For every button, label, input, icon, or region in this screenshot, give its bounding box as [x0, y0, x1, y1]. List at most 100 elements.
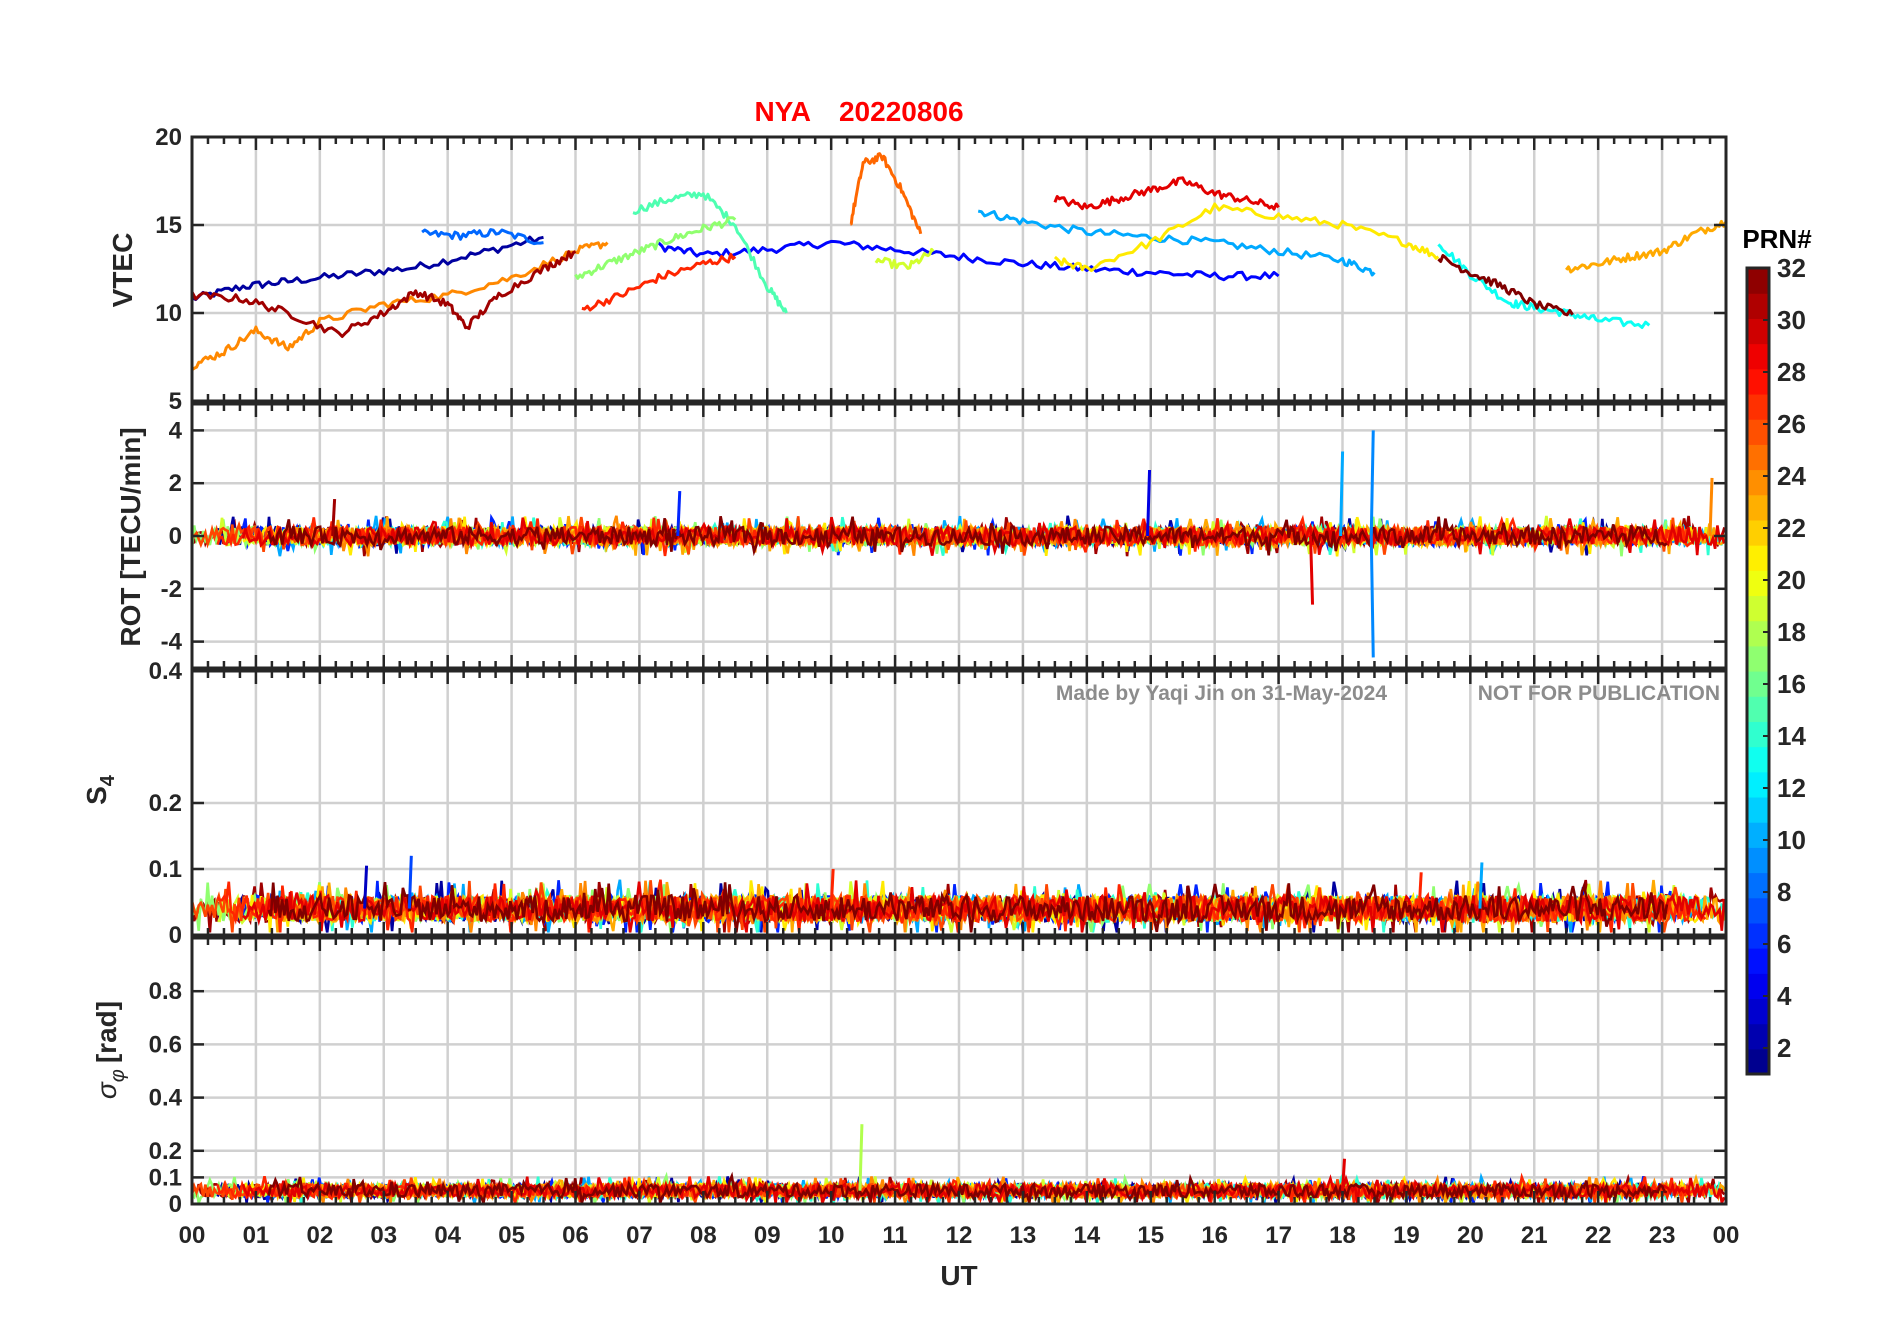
x-tick-label: 00 [179, 1222, 206, 1249]
colorbar-band [1747, 318, 1769, 345]
colorbar-band [1747, 771, 1769, 798]
colorbar-band [1747, 973, 1769, 1000]
vtec-ytick-label: 5 [169, 388, 182, 415]
colorbar-band [1747, 696, 1769, 722]
vtec-series-prn-24 [192, 241, 609, 371]
vtec-series-prn-2 [192, 235, 544, 302]
x-tick-label: 13 [1010, 1222, 1037, 1249]
colorbar-tick-label: 10 [1777, 825, 1806, 855]
rot-spike-prn-29 [1309, 535, 1315, 605]
rot-ytick-label: 0 [169, 523, 182, 550]
colorbar-tick-label: 20 [1777, 565, 1806, 595]
colorbar-tick-label: 12 [1777, 773, 1806, 803]
sigmaphi-spike-prn-29 [1341, 1158, 1346, 1191]
colorbar-band [1747, 519, 1769, 546]
rot-ytick-label: -2 [161, 576, 182, 603]
vtec-ylabel: VTEC [107, 233, 138, 308]
sigmaphi-ylabel: σφ[rad] [91, 1001, 129, 1099]
x-tick-label: 15 [1137, 1222, 1164, 1249]
x-tick-label: 10 [818, 1222, 845, 1249]
vtec-series-prn-27 [581, 252, 737, 312]
colorbar-tick-label: 24 [1777, 461, 1806, 491]
colorbar-gradient [1745, 266, 1771, 1076]
colorbar-band [1747, 671, 1769, 697]
colorbar-band [1747, 948, 1769, 974]
x-tick-label: 21 [1521, 1222, 1548, 1249]
vtec-series-prn-21 [1053, 202, 1440, 273]
x-tick-label: 22 [1585, 1222, 1612, 1249]
vtec-series-prn-13 [1437, 243, 1651, 329]
colorbar-frame [1745, 266, 1771, 1076]
s4-spike-prn-10 [1478, 862, 1484, 909]
x-tick-label: 06 [562, 1222, 589, 1249]
sigmaphi-series [192, 1124, 1726, 1204]
colorbar-band [1747, 444, 1769, 471]
colorbar-band [1747, 268, 1769, 294]
x-tick-label: 01 [243, 1222, 270, 1249]
x-tick-label: 11 [882, 1222, 907, 1249]
colorbar-band [1747, 620, 1769, 647]
x-tick-label: 02 [306, 1222, 333, 1249]
title-station: NYA [754, 96, 811, 127]
watermark-author: Made by Yaqi Jin on 31-May-2024 [1056, 682, 1387, 705]
colorbar-tick-label: 22 [1777, 513, 1806, 543]
sigmaphi-ytick-label: 0.2 [149, 1138, 182, 1165]
colorbar-tick-label: 26 [1777, 409, 1806, 439]
rot-ytick-label: 2 [169, 470, 182, 497]
colorbar-band [1747, 796, 1769, 823]
s4-ytick-label: 0.4 [149, 658, 183, 685]
colorbar-band [1747, 746, 1769, 773]
x-tick-label: 19 [1393, 1222, 1420, 1249]
colorbar-band [1747, 494, 1769, 521]
x-tick-label: 04 [434, 1222, 461, 1249]
colorbar-band [1747, 847, 1769, 874]
x-tick-label: 12 [946, 1222, 973, 1249]
watermark-notice: NOT FOR PUBLICATION [1478, 682, 1720, 705]
x-tick-label: 14 [1073, 1222, 1100, 1249]
rot-ylabel: ROT [TECU/min] [115, 427, 146, 646]
vtec-series-prn-31 [192, 250, 577, 338]
rot-series-prn-32 [267, 515, 1668, 557]
x-tick-label: 07 [626, 1222, 653, 1249]
x-tick-label: 20 [1457, 1222, 1484, 1249]
rot-spike-prn-10 [1339, 451, 1345, 537]
rot-spike-prn-24 [1708, 477, 1714, 537]
colorbar-band [1747, 393, 1769, 420]
colorbar-band [1747, 595, 1769, 622]
s4-axes: 0 0.1 0.2 0.4 [149, 658, 1728, 949]
colorbar-band [1747, 368, 1769, 395]
colorbar-tick-label: 32 [1777, 253, 1806, 283]
colorbar-title: PRN# [1742, 224, 1812, 254]
vtec-ytick-label: 20 [155, 124, 182, 151]
sigmaphi-grid [190, 938, 1728, 1206]
x-tick-label: 00 [1713, 1222, 1740, 1249]
rot-spike-prn-9 [1369, 430, 1375, 537]
rot-spike-prn-4 [1146, 469, 1152, 537]
colorbar-tick-label: 6 [1777, 929, 1791, 959]
sigmaphi-series-prn-32 [267, 1171, 1668, 1204]
rot-ytick-label: 4 [169, 417, 183, 444]
vtec-series-prn-25 [849, 152, 923, 235]
colorbar-tick-label: 4 [1777, 981, 1792, 1011]
vtec-axes: 5 10 15 20 [155, 124, 1728, 415]
vtec-series-prn-32 [1437, 254, 1574, 317]
s4-spike-prn-7 [407, 855, 413, 909]
colorbar-tick-label: 28 [1777, 357, 1806, 387]
s4-series-prn-32 [267, 880, 1669, 933]
sigmaphi-ytick-label: 0 [169, 1191, 182, 1218]
colorbar-band [1747, 822, 1769, 848]
colorbar-tick-label: 2 [1777, 1033, 1791, 1063]
vtec-series [192, 152, 1726, 371]
colorbar-band [1747, 872, 1769, 899]
colorbar-tick-label: 14 [1777, 721, 1806, 751]
vtec-series-prn-19 [874, 247, 935, 270]
colorbar-band [1747, 998, 1769, 1025]
vtec-panel: 5 10 15 20 VTEC [107, 124, 1728, 415]
rot-ytick-label: -4 [161, 629, 183, 656]
x-tick-label: 23 [1649, 1222, 1676, 1249]
colorbar-tick-label: 16 [1777, 669, 1806, 699]
rot-series [192, 430, 1726, 658]
sigmaphi-ytick-label: 0.6 [149, 1031, 182, 1058]
